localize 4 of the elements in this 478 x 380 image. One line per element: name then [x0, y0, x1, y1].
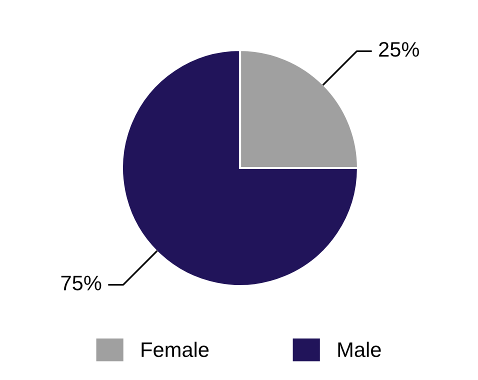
legend-label: Female [142, 342, 209, 358]
data-label: 25% [379, 42, 420, 57]
legend-label: Male [338, 342, 381, 358]
data-label: 75% [61, 276, 102, 290]
